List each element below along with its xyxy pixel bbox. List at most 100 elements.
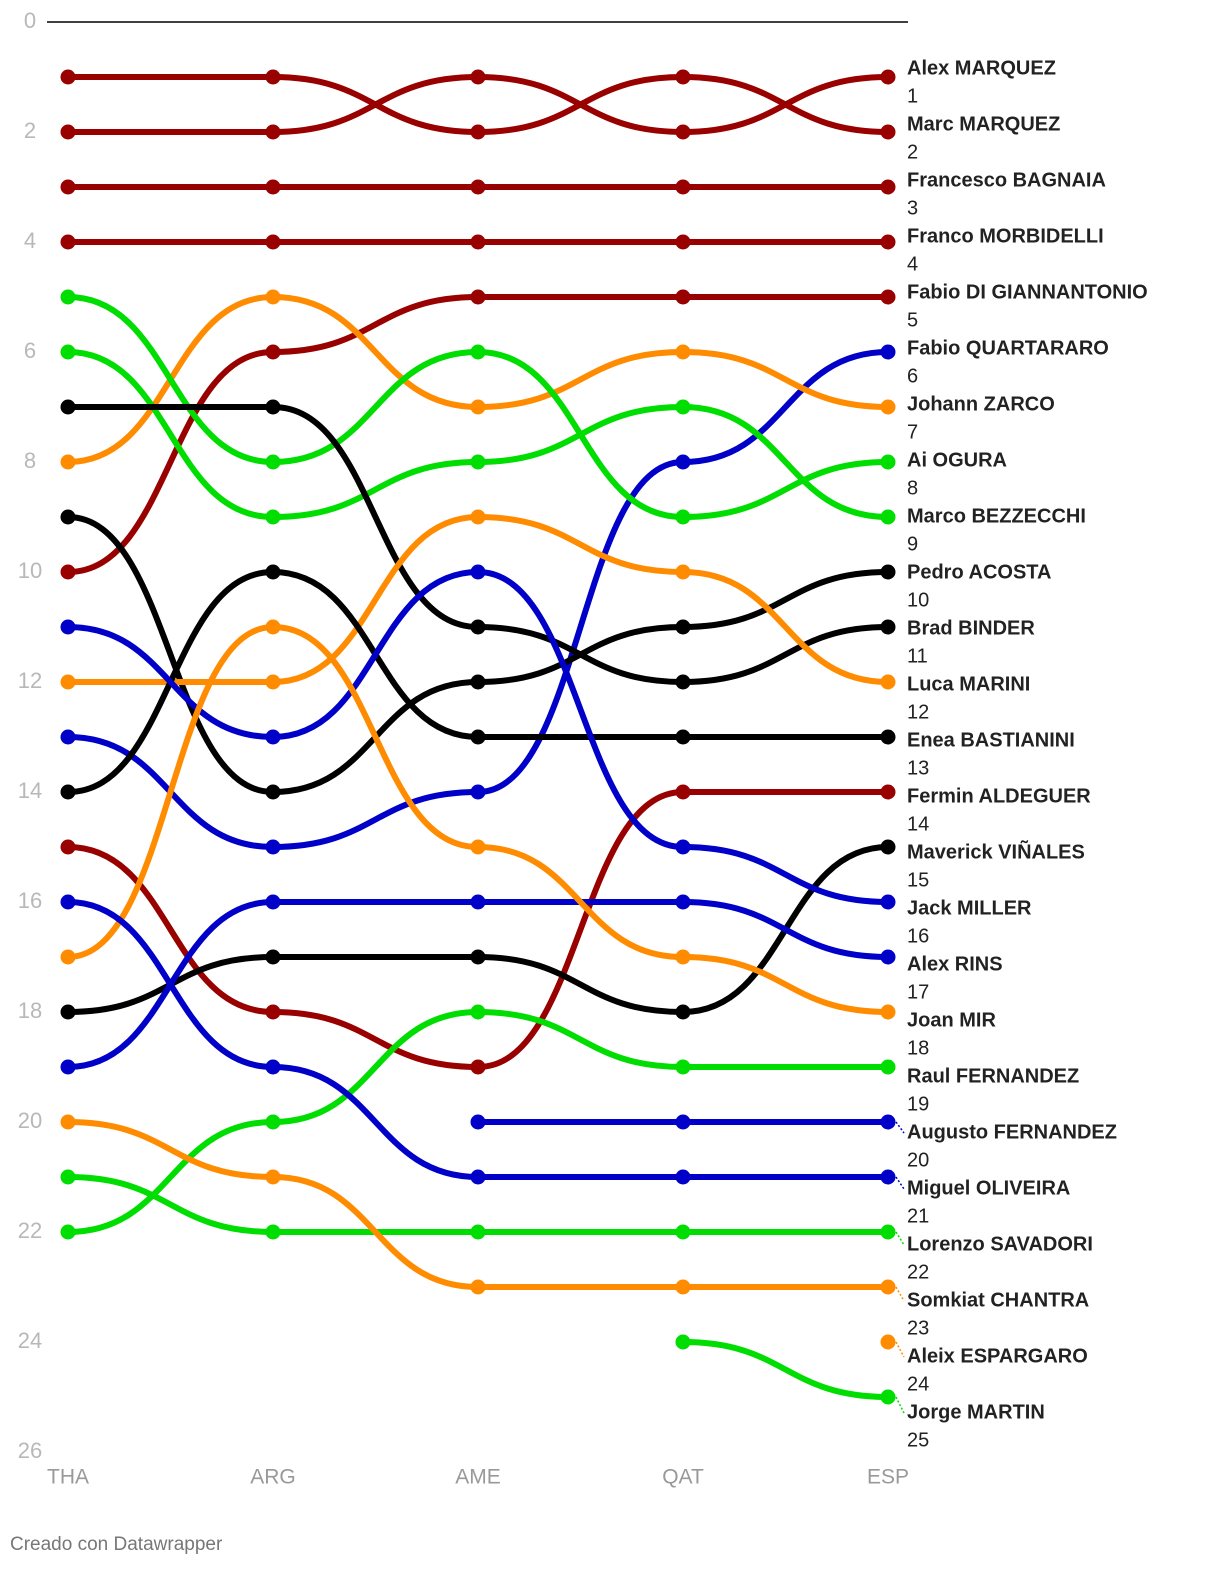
rider-name: Franco MORBIDELLI xyxy=(907,225,1104,247)
rider-name: Jorge MARTIN xyxy=(907,1401,1045,1423)
rider-line xyxy=(65,788,891,1071)
rank-dot xyxy=(60,289,76,305)
rank-dot xyxy=(60,839,76,855)
rank-dot xyxy=(880,1389,896,1405)
rank-dot xyxy=(675,509,691,525)
rider-line xyxy=(680,1339,891,1400)
rider-name: Fabio DI GIANNANTONIO xyxy=(907,281,1148,303)
rider-rank: 25 xyxy=(907,1429,929,1451)
rank-dot xyxy=(60,179,76,195)
rank-dot xyxy=(880,1114,896,1130)
rank-dot xyxy=(470,894,486,910)
rider-line xyxy=(65,349,891,521)
rank-dot xyxy=(675,784,691,800)
rider-rank: 12 xyxy=(907,701,929,723)
rider-rank: 2 xyxy=(907,141,918,163)
rank-dot xyxy=(265,454,281,470)
rank-dot xyxy=(470,1169,486,1185)
rank-dot xyxy=(675,179,691,195)
rank-dot xyxy=(880,234,896,250)
rank-dot xyxy=(880,509,896,525)
rider-rank: 5 xyxy=(907,309,918,331)
rank-dot xyxy=(60,784,76,800)
y-tick-label: 2 xyxy=(24,118,36,143)
x-tick-label: ESP xyxy=(867,1466,909,1489)
rank-dot xyxy=(60,509,76,525)
rider-name: Enea BASTIANINI xyxy=(907,729,1075,751)
rank-dot xyxy=(265,1169,281,1185)
rank-dot xyxy=(470,674,486,690)
rider-line xyxy=(65,349,891,851)
rank-dot xyxy=(265,784,281,800)
rank-dot xyxy=(470,509,486,525)
rank-dot xyxy=(265,949,281,965)
rank-dot xyxy=(470,1224,486,1240)
rank-dot xyxy=(675,69,691,85)
rider-name: Raul FERNANDEZ xyxy=(907,1065,1079,1087)
rider-rank: 22 xyxy=(907,1261,929,1283)
rider-rank: 11 xyxy=(907,645,928,667)
rider-rank: 10 xyxy=(907,589,929,611)
rider-rank: 3 xyxy=(907,197,918,219)
rank-dot xyxy=(470,1279,486,1295)
y-tick-label: 18 xyxy=(18,998,42,1023)
rider-line xyxy=(65,73,891,136)
y-tick-label: 20 xyxy=(18,1108,42,1133)
rank-dot xyxy=(880,69,896,85)
rank-dot xyxy=(880,1004,896,1020)
rider-rank: 21 xyxy=(907,1205,929,1227)
rank-dot xyxy=(880,784,896,800)
rider-rank: 7 xyxy=(907,421,918,443)
rank-dot xyxy=(60,1114,76,1130)
rank-dot xyxy=(880,1224,896,1240)
rank-dot xyxy=(265,674,281,690)
rank-dot xyxy=(880,564,896,580)
rider-rank: 13 xyxy=(907,757,929,779)
rank-dot xyxy=(60,949,76,965)
rider-rank: 15 xyxy=(907,869,929,891)
rider-line xyxy=(65,73,891,136)
rank-dot xyxy=(265,894,281,910)
rank-dot xyxy=(675,399,691,415)
rider-name: Fermin ALDEGUER xyxy=(907,785,1091,807)
rank-dot xyxy=(880,949,896,965)
rank-dot xyxy=(880,729,896,745)
rider-name: Augusto FERNANDEZ xyxy=(907,1121,1117,1143)
rank-dot xyxy=(675,1224,691,1240)
rank-dot xyxy=(675,564,691,580)
rider-rank: 20 xyxy=(907,1149,929,1171)
rank-dot xyxy=(265,69,281,85)
leader-line xyxy=(895,1341,905,1358)
y-tick-label: 14 xyxy=(18,778,42,803)
rider-rank: 19 xyxy=(907,1093,929,1115)
rider-name: Aleix ESPARGARO xyxy=(907,1345,1088,1367)
rank-dot xyxy=(60,894,76,910)
rank-dot xyxy=(470,124,486,140)
rider-line xyxy=(65,293,891,465)
rider-rank: 8 xyxy=(907,477,918,499)
rider-rank: 16 xyxy=(907,925,929,947)
rank-dot xyxy=(880,1279,896,1295)
rank-dot xyxy=(470,179,486,195)
rank-dot xyxy=(265,1114,281,1130)
rank-dot xyxy=(60,344,76,360)
rank-dot xyxy=(265,124,281,140)
rank-dot xyxy=(675,124,691,140)
rank-dot xyxy=(675,1059,691,1075)
rank-dot xyxy=(880,344,896,360)
rank-dot xyxy=(470,949,486,965)
rider-rank: 17 xyxy=(907,981,929,1003)
y-tick-label: 16 xyxy=(18,888,42,913)
rank-dot xyxy=(470,729,486,745)
rider-name: Luca MARINI xyxy=(907,673,1030,695)
rank-dot xyxy=(265,564,281,580)
rank-dot xyxy=(60,1224,76,1240)
y-tick-label: 4 xyxy=(24,228,36,253)
rank-dot xyxy=(675,1114,691,1130)
rank-dot xyxy=(880,454,896,470)
rank-dot xyxy=(880,1059,896,1075)
rank-dot xyxy=(675,894,691,910)
y-tick-label: 12 xyxy=(18,668,42,693)
rank-dot xyxy=(880,839,896,855)
